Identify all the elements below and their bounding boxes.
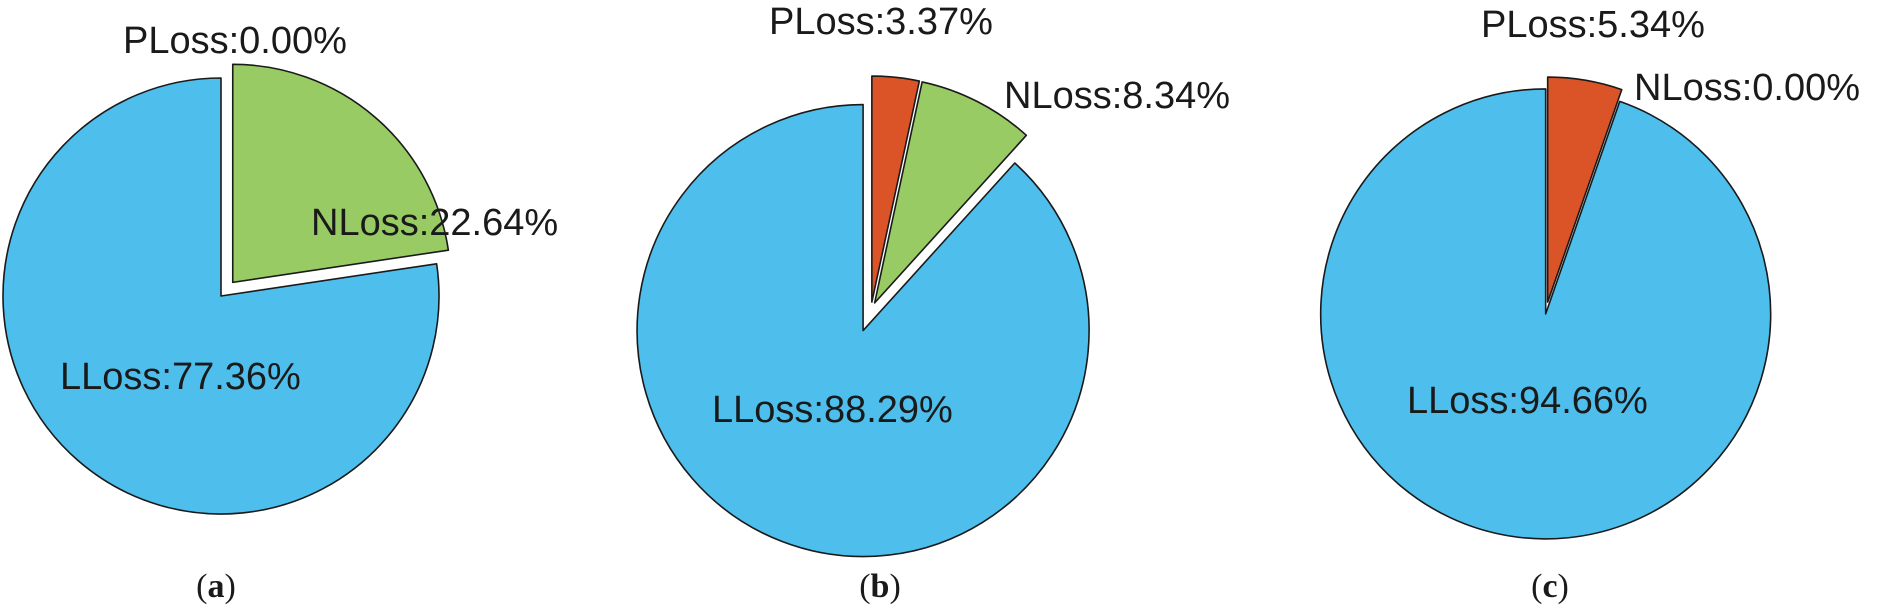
pie-slice-lloss [1319,88,1772,540]
pie-chart-a: PLoss:0.00% NLoss:22.64% LLoss:77.36% (a… [2,20,558,605]
pie-slice-nloss [873,81,1028,304]
panel-label-c: (c) [1531,568,1569,605]
pie-slices-a [2,63,450,515]
pie-chart-c: PLoss:5.34% NLoss:0.00% LLoss:94.66% (c) [1319,4,1860,605]
slice-label-nloss-b: NLoss:8.34% [1004,75,1230,117]
pie-slices-c [1319,76,1772,540]
pie-slice-ploss [1546,76,1623,303]
slice-label-ploss-a: PLoss:0.00% [123,20,347,62]
slice-label-nloss-a: NLoss:22.64% [311,202,558,244]
panel-label-a: (a) [196,568,236,605]
slice-label-ploss-b: PLoss:3.37% [769,1,993,43]
pie-slice-lloss [636,103,1090,558]
pie-slice-lloss [2,77,440,515]
pie-slices-b [636,75,1090,558]
slice-label-nloss-c: NLoss:0.00% [1634,67,1860,109]
panel-label-b: (b) [859,568,901,605]
slice-label-lloss-b: LLoss:88.29% [712,389,953,431]
slice-label-ploss-c: PLoss:5.34% [1481,4,1705,46]
slice-label-lloss-c: LLoss:94.66% [1407,380,1648,422]
pie-chart-b: PLoss:3.37% NLoss:8.34% LLoss:88.29% (b) [636,1,1230,605]
slice-label-lloss-a: LLoss:77.36% [60,356,301,398]
pie-slice-ploss [871,75,921,303]
pie-slice-nloss [231,63,450,284]
